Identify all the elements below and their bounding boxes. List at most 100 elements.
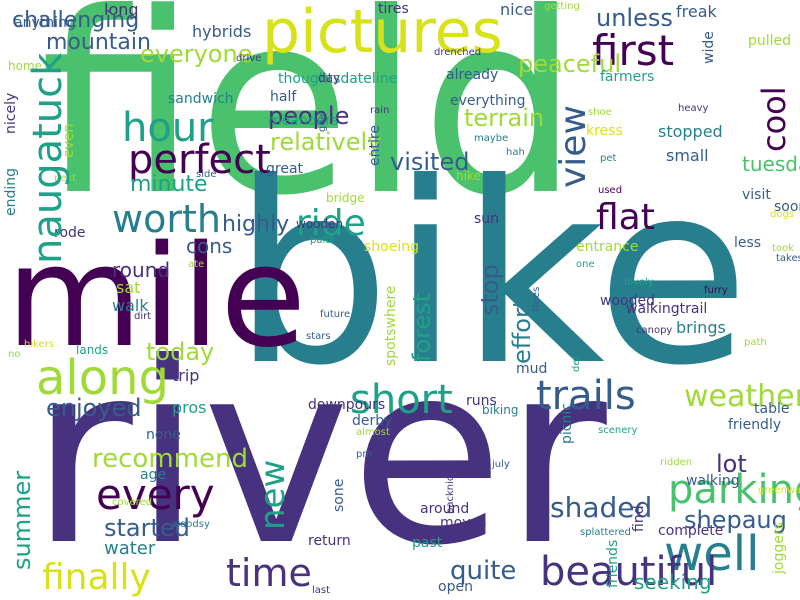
word-woodsy: picnic <box>559 403 575 444</box>
word-trails: trails <box>536 373 636 419</box>
word-find: covered <box>112 497 153 508</box>
word-weather: finally <box>42 557 151 598</box>
word-hour: parking <box>668 467 800 513</box>
word-worth: perfect <box>128 137 271 183</box>
word-drive: ending <box>3 167 19 216</box>
word-rode: small <box>666 146 709 165</box>
word-past: future <box>320 309 351 320</box>
word-spotswhere: backnice <box>445 469 456 514</box>
word-brings: side <box>196 169 217 180</box>
word-dirt: drenched <box>434 47 482 58</box>
word-used: took <box>772 243 794 254</box>
word-picnic: pm <box>356 449 373 460</box>
word-took: day <box>318 71 341 85</box>
word-ridden: runs <box>466 393 497 409</box>
word-july: downpours <box>308 397 386 413</box>
word-beautiful: time <box>226 551 312 595</box>
word-flat: worth <box>112 197 221 241</box>
word-bridge: stopped <box>658 122 723 141</box>
word-small: everything <box>450 93 526 109</box>
word-ride: first <box>592 26 675 75</box>
word-effort: open <box>438 579 473 595</box>
word-heavy: shoeing <box>364 239 419 255</box>
word-give: greenway <box>758 485 800 496</box>
word-everything: freak <box>676 2 717 21</box>
word-today: lot <box>716 450 747 478</box>
word-canopy: used <box>598 185 623 196</box>
word-pros: mountain <box>46 30 151 55</box>
word-stopped: great <box>266 161 304 177</box>
word-wide: joggers <box>771 522 787 574</box>
word-mountain: water <box>104 538 156 559</box>
word-great: nice <box>500 0 534 19</box>
word-no: wooden <box>296 217 344 231</box>
word-already: anything <box>14 15 76 31</box>
word-started: visited <box>390 148 470 176</box>
word-wooden: hike <box>456 169 481 183</box>
word-new: moves <box>440 515 487 531</box>
word-forest: past <box>412 535 443 551</box>
word-sat: peaceful <box>518 50 621 78</box>
word-walk: minute <box>130 172 208 197</box>
word-ending: complete <box>658 523 724 539</box>
word-pm: mud <box>516 361 548 377</box>
word-people: shaded <box>550 491 653 524</box>
word-splattered: spotswhere <box>383 285 399 366</box>
word-moves: trees <box>531 286 542 312</box>
word-pet: takes <box>776 253 800 264</box>
word-almost: derby <box>352 413 393 429</box>
word-first: hour <box>122 105 214 151</box>
word-terrain: today <box>146 338 215 366</box>
word-mile: mile <box>6 216 307 379</box>
word-recommend: people <box>268 102 350 130</box>
word-nicely: find <box>631 505 647 532</box>
word-kress: meanders <box>268 113 339 129</box>
word-visited: weather <box>684 379 800 414</box>
word-mud: wooded <box>600 293 655 309</box>
word-bikers: july <box>492 459 510 470</box>
word-cool: around <box>420 501 470 517</box>
word-greenway: lands <box>76 343 109 357</box>
word-shoe: dogs <box>770 209 795 220</box>
word-sandwich: age <box>140 467 167 483</box>
word-tires: sat <box>116 278 141 297</box>
word-lovely: rode <box>54 225 86 241</box>
word-return: stars <box>306 331 331 342</box>
word-paltz: tuesday <box>742 152 800 176</box>
word-even: walking <box>686 473 740 489</box>
word-open: dirt <box>134 311 152 322</box>
word-none: challenging <box>12 8 140 33</box>
word-hah: thoughtsdateline <box>278 71 398 87</box>
word-stop: return <box>308 533 351 549</box>
word-farmers: home <box>8 59 43 73</box>
word-along: along <box>36 350 170 406</box>
word-joggers: woodsy <box>172 519 210 530</box>
word-biking: furry <box>704 285 728 296</box>
word-hikers: getting <box>544 1 580 12</box>
word-scenery: friendly <box>728 417 782 433</box>
word-highly: everyone <box>140 40 253 68</box>
word-shepaug: new <box>253 459 293 530</box>
word-runs: lovely <box>624 277 654 288</box>
word-maybe: half <box>270 89 297 105</box>
word-pictures: pictures <box>262 0 503 67</box>
word-table: canopy <box>636 325 673 336</box>
word-next: less <box>734 235 762 251</box>
word-every: every <box>96 470 215 519</box>
word-less: wide <box>701 31 717 64</box>
word-well: well <box>664 526 760 582</box>
word-anything: pros <box>172 398 207 417</box>
word-shaded: flat <box>596 197 655 238</box>
word-drenched: entrance <box>576 239 639 255</box>
word-trip: relatively <box>270 128 382 156</box>
word-nice: walk <box>112 296 149 315</box>
word-entire: ridden <box>660 457 693 468</box>
word-unless: enjoyed <box>46 394 142 422</box>
word-derby: walkingtrail <box>626 301 708 317</box>
word-def: splattered <box>580 527 631 538</box>
word-challenging: seeking <box>634 570 712 594</box>
word-getting: sun <box>474 211 500 227</box>
word-naugatuck: sone <box>331 478 347 512</box>
word-rain: sandwich <box>168 91 234 107</box>
